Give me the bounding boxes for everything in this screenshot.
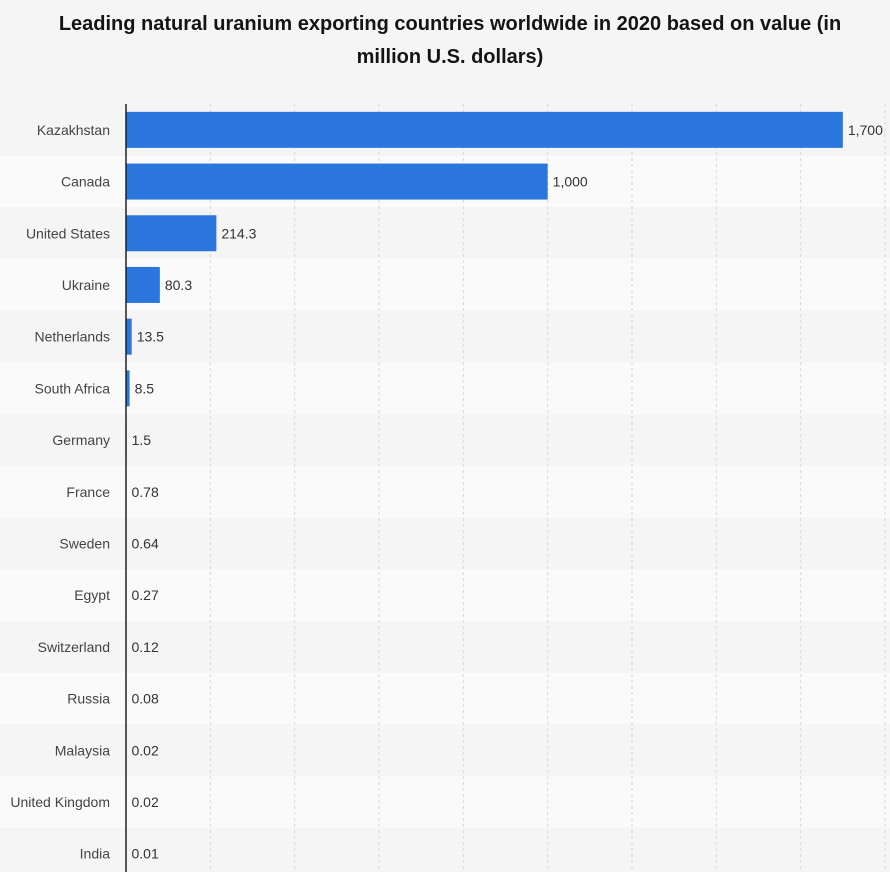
bar xyxy=(126,163,548,200)
value-label: 0.64 xyxy=(132,535,159,551)
category-label: South Africa xyxy=(35,380,111,396)
value-label: 0.78 xyxy=(132,484,159,500)
row-background xyxy=(0,517,890,570)
row-background xyxy=(0,776,890,828)
value-label: 1.5 xyxy=(132,432,152,448)
chart-title: Leading natural uranium exporting countr… xyxy=(58,13,842,68)
row-background xyxy=(0,414,890,466)
category-label: Ukraine xyxy=(62,277,110,293)
row-background xyxy=(0,362,890,415)
row-background xyxy=(0,465,890,518)
bar xyxy=(126,215,217,252)
value-label: 80.3 xyxy=(165,277,192,293)
value-label: 13.5 xyxy=(137,329,164,345)
category-label: India xyxy=(80,846,111,862)
value-label: 214.3 xyxy=(221,225,256,241)
row-background xyxy=(0,621,890,673)
row-background xyxy=(0,569,890,621)
row-background xyxy=(0,672,890,725)
bar xyxy=(126,266,160,303)
value-label: 1,000 xyxy=(553,174,588,190)
value-label: 0.02 xyxy=(132,794,159,810)
category-label: Switzerland xyxy=(38,639,110,655)
value-label: 8.5 xyxy=(135,380,155,396)
value-label: 1,700 xyxy=(848,122,883,138)
category-label: Germany xyxy=(52,432,110,448)
row-background xyxy=(0,724,890,777)
category-label: Canada xyxy=(61,174,110,190)
category-label: Malaysia xyxy=(55,742,110,758)
value-label: 0.08 xyxy=(132,691,159,707)
category-label: United Kingdom xyxy=(10,794,110,810)
value-label: 0.01 xyxy=(132,846,159,862)
category-label: France xyxy=(66,484,110,500)
value-label: 0.27 xyxy=(132,587,159,603)
value-label: 0.12 xyxy=(132,639,159,655)
category-label: Russia xyxy=(67,691,110,707)
value-label: 0.02 xyxy=(132,742,159,758)
category-label: Sweden xyxy=(59,535,110,551)
category-label: Kazakhstan xyxy=(37,122,110,138)
bar xyxy=(126,111,843,148)
category-label: United States xyxy=(26,225,110,241)
category-label: Egypt xyxy=(74,587,110,603)
bar xyxy=(126,370,130,407)
row-background xyxy=(0,310,890,363)
row-background xyxy=(0,827,890,872)
bar xyxy=(126,318,132,355)
category-label: Netherlands xyxy=(35,329,111,345)
